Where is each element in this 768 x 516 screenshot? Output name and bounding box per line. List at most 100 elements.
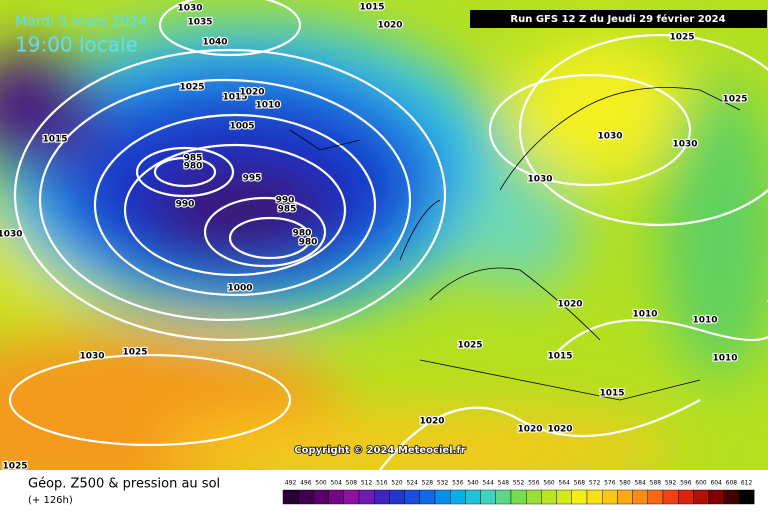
scale-cell (738, 489, 755, 505)
isobar-label: 1015 (599, 389, 624, 399)
scale-label: 604 (710, 480, 722, 487)
scale-label: 496 (300, 480, 312, 487)
footer-title: Géop. Z500 & pression au sol (28, 477, 220, 492)
copyright: Copyright © 2024 Meteociel.fr (294, 445, 465, 456)
scale-cell (693, 489, 709, 505)
scale-cell (404, 489, 421, 505)
scale-cell (480, 489, 497, 505)
run-label: Run GFS 12 Z du Jeudi 29 février 2024 (510, 13, 725, 25)
scale-cell (556, 489, 572, 505)
scale-label: 500 (315, 480, 327, 487)
scale-label: 504 (330, 480, 342, 487)
scale-label: 584 (634, 480, 646, 487)
isobar-label: 1025 (457, 341, 482, 351)
scale-cell (526, 489, 542, 505)
isobar-label: 1020 (517, 425, 542, 435)
isobar-label: 985 (184, 154, 203, 164)
scale-label: 568 (574, 480, 586, 487)
isobar-label: 1030 (0, 230, 23, 240)
scale-label: 512 (361, 480, 373, 487)
scale-label: 576 (604, 480, 616, 487)
scale-label: 596 (680, 480, 692, 487)
isobar-label: 1025 (2, 462, 27, 472)
scale-label: 520 (391, 480, 403, 487)
scale-label: 560 (543, 480, 555, 487)
scale-cell (723, 489, 740, 505)
scale-cell (662, 489, 679, 505)
isobar-label: 980 (184, 162, 203, 172)
scale-cell (632, 489, 648, 505)
scale-cell (586, 489, 603, 505)
isobar-label: 1020 (239, 88, 264, 98)
scale-cell (282, 489, 299, 505)
scale-cell (450, 489, 466, 505)
scale-cell (541, 489, 557, 505)
scale-cell (617, 489, 633, 505)
scale-label: 548 (498, 480, 510, 487)
isobar-label: 1010 (692, 316, 717, 326)
isobar-label: 1015 (42, 135, 67, 145)
scale-cell (358, 489, 375, 505)
scale-label: 564 (558, 480, 570, 487)
scale-cell (298, 489, 314, 505)
isobar-label: 1020 (547, 425, 572, 435)
isobar-label: 990 (176, 200, 195, 210)
scale-cell (647, 489, 664, 505)
isobars (8, 0, 768, 471)
scale-label: 492 (285, 480, 297, 487)
scale-cell (708, 489, 724, 505)
scale-cell (495, 489, 512, 505)
scale-cell (465, 489, 481, 505)
scale-label: 544 (482, 480, 494, 487)
isobar-labels: 1030103510401015102010251025101510251015… (0, 1, 749, 472)
scale-label: 572 (589, 480, 601, 487)
isobar-label: 1010 (712, 354, 737, 364)
isobar-label: 1025 (669, 33, 694, 43)
scale-label: 536 (452, 480, 464, 487)
isobar-label: 980 (293, 229, 312, 239)
scale-cell (343, 489, 360, 505)
scale-label: 592 (665, 480, 677, 487)
isobar-label: 1025 (122, 348, 147, 358)
scale-label: 532 (437, 480, 449, 487)
isobar-label: 1020 (419, 417, 444, 427)
isobar-label: 980 (299, 238, 318, 248)
isobar-label: 1030 (177, 4, 202, 14)
scale-label: 608 (726, 480, 738, 487)
isobar-label: 1035 (187, 18, 212, 28)
isobar-label: 1010 (255, 101, 280, 111)
scale-label: 552 (513, 480, 525, 487)
color-scale: 492 496 500 504 508 512 516 520 524 528 532 536 540 5… (282, 480, 755, 505)
scale-cell (389, 489, 405, 505)
scale-label: 612 (741, 480, 753, 487)
isobar-label: 995 (243, 174, 262, 184)
isobar-label: 1010 (632, 310, 657, 320)
isobar-label: 1025 (179, 83, 204, 93)
scale-cell (313, 489, 329, 505)
isobar-label: 1030 (79, 352, 104, 362)
date-label: Mardi 5 mars 2024 (15, 14, 147, 30)
scale-label: 508 (346, 480, 358, 487)
isobar-label: 1015 (222, 93, 247, 103)
coastlines (289, 87, 741, 401)
isobar-label: 1015 (547, 352, 572, 362)
scale-cell (678, 489, 694, 505)
isobar-label: 1040 (202, 38, 227, 48)
footer-lead: (+ 126h) (28, 495, 73, 506)
isobar-label: 985 (278, 205, 297, 215)
scale-label: 516 (376, 480, 388, 487)
isobar-label: 1030 (672, 140, 697, 150)
scale-label: 524 (406, 480, 418, 487)
isobar-label: 990 (276, 196, 295, 206)
scale-cell (434, 489, 451, 505)
isobar-label: 1020 (557, 300, 582, 310)
isobar-label: 1020 (377, 21, 402, 31)
isobar-label: 1000 (227, 284, 252, 294)
isobar-label: 1030 (527, 175, 552, 185)
time-label: 19:00 locale (15, 33, 138, 57)
scale-label: 556 (528, 480, 540, 487)
scale-cell (602, 489, 618, 505)
scale-label: 528 (422, 480, 434, 487)
isobar-label: 1025 (722, 95, 747, 105)
